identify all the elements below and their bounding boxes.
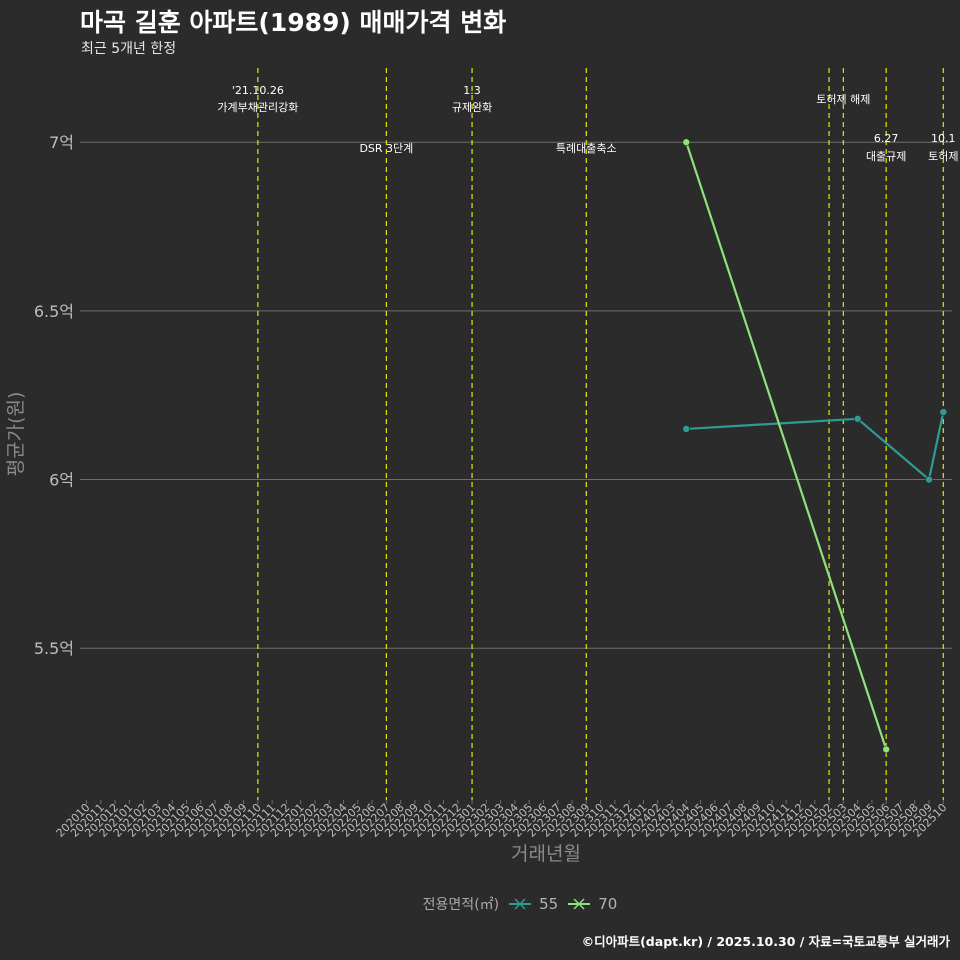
event-label: 토허제 해제 (816, 92, 870, 106)
event-date-label: '21.10.26 (232, 84, 284, 97)
y-tick-label: 6억 (49, 471, 74, 490)
legend-key-55-icon (509, 898, 532, 910)
event-label: 특례대출축소 (556, 142, 617, 155)
data-point-55 (939, 408, 948, 416)
legend: 전용면적(㎡) 55 70 (0, 894, 960, 914)
event-date-label: 1.3 (463, 84, 481, 97)
event-label: DSR 3단계 (359, 142, 413, 155)
event-label: 대출규제 (866, 150, 906, 163)
source-caption: ©디아파트(dapt.kr) / 2025.10.30 / 자료=국토교통부 실… (581, 934, 950, 949)
event-label: 가계부채관리강화 (217, 101, 298, 114)
y-tick-label: 7억 (49, 133, 74, 152)
data-point-55 (682, 425, 691, 433)
event-label: 토허제 (928, 150, 958, 163)
legend-title: 전용면적(㎡) (422, 897, 500, 913)
legend-item-55: 55 (507, 895, 558, 913)
legend-key-70-icon (568, 898, 591, 910)
chart-title: 마곡 길훈 아파트(1989) 매매가격 변화 (80, 8, 507, 37)
y-axis-title: 평균가(원) (5, 392, 27, 477)
series-line-70 (685, 141, 888, 750)
legend-label-55: 55 (539, 895, 559, 913)
event-label: 규제완화 (452, 101, 492, 114)
data-point-55 (853, 415, 862, 423)
chart-subtitle: 최근 5개년 한정 (81, 41, 177, 57)
x-axis-title: 거래년월 (511, 843, 581, 865)
legend-label-70: 70 (598, 895, 618, 913)
y-tick-label: 6.5억 (34, 302, 74, 321)
data-point-70 (882, 745, 890, 754)
series-line-55 (686, 411, 945, 481)
data-point-70 (682, 138, 691, 147)
y-tick-label: 5.5억 (34, 639, 74, 658)
data-point-55 (925, 475, 933, 484)
event-date-label: 6.27 (874, 132, 899, 145)
legend-item-70: 70 (566, 895, 617, 913)
event-date-label: 10.1 (931, 132, 956, 145)
